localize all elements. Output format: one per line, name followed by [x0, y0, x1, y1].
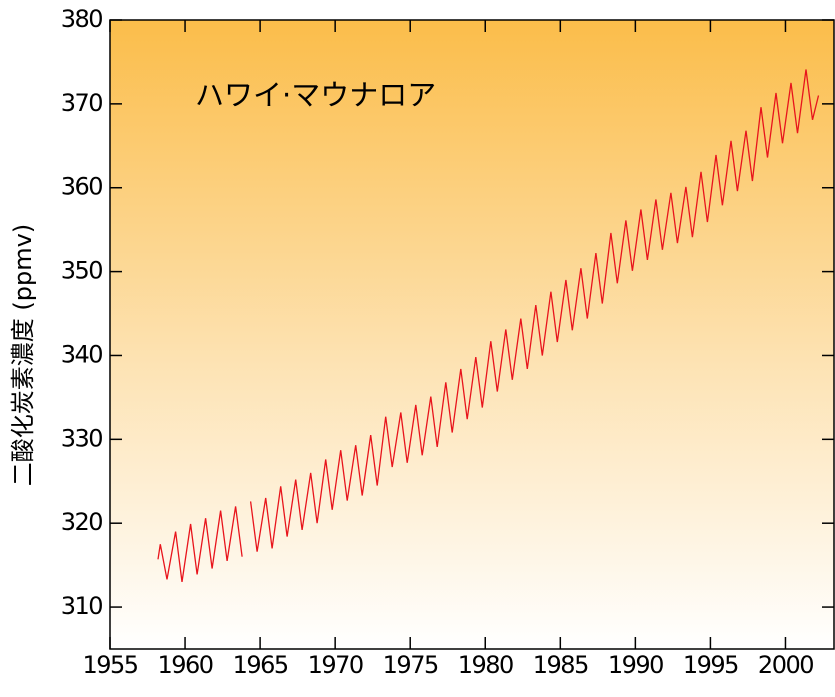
x-tick-label: 1990: [608, 651, 663, 679]
y-tick-label: 340: [61, 340, 103, 368]
y-tick-label: 370: [61, 89, 103, 117]
y-tick-label: 310: [61, 592, 103, 620]
plot-area: [109, 19, 835, 650]
y-tick-label: 360: [61, 173, 103, 201]
x-tick-label: 1960: [158, 651, 213, 679]
x-tick-label: 2000: [758, 651, 813, 679]
y-tick-label: 320: [61, 508, 103, 536]
x-tick-label: 1980: [458, 651, 513, 679]
y-tick-label: 380: [61, 5, 103, 33]
x-tick-label: 1985: [533, 651, 588, 679]
y-axis-label: 二酸化炭素濃度 (ppmv): [9, 224, 37, 486]
y-tick-label: 350: [61, 257, 103, 285]
y-tick-label: 330: [61, 424, 103, 452]
x-tick-label: 1975: [383, 651, 438, 679]
x-tick-label: 1995: [683, 651, 738, 679]
x-tick-label: 1955: [82, 651, 137, 679]
co2-line: [157, 69, 820, 582]
x-tick-label: 1965: [233, 651, 288, 679]
annotation: ハワイ·マウナロア: [195, 78, 436, 112]
x-tick-label: 1970: [308, 651, 363, 679]
